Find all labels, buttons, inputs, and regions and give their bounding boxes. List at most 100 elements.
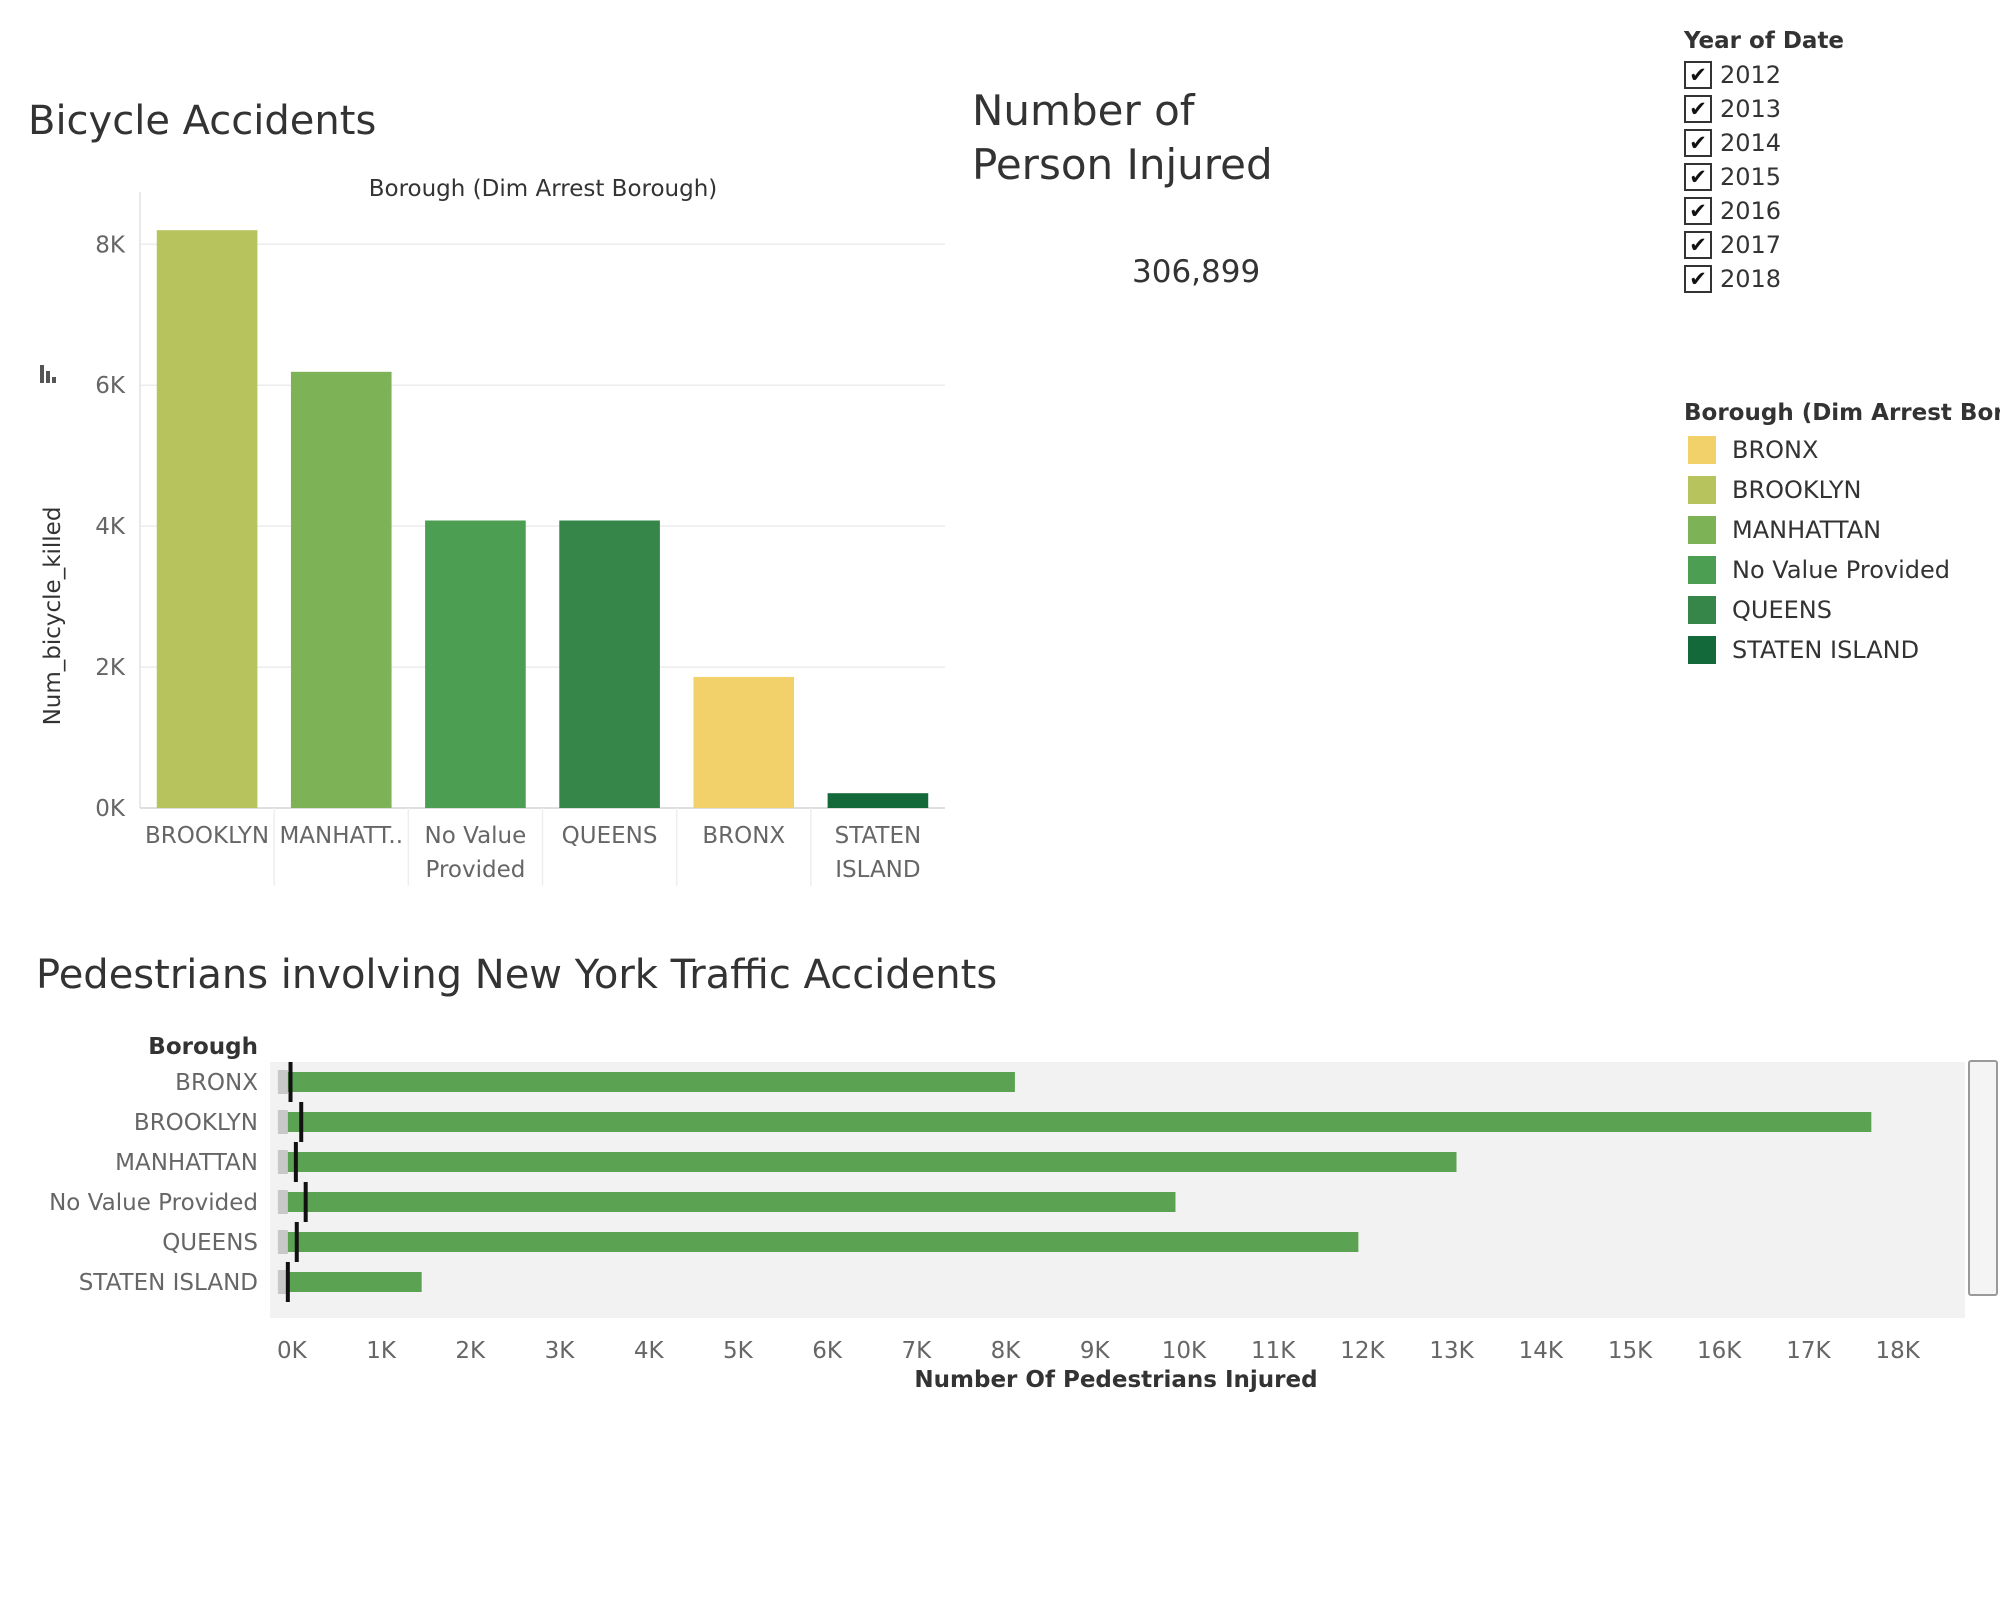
checkbox[interactable]: ✔ [1684,95,1712,123]
year-filter-label: 2012 [1720,61,1782,89]
table-row[interactable]: BRONX [175,1062,1015,1102]
bar[interactable] [425,520,526,808]
x-category-label: QUEENS [562,823,658,849]
bar[interactable] [287,1152,1457,1172]
bar[interactable] [287,1232,1359,1252]
bar[interactable] [287,1072,1015,1092]
reference-line [299,1102,304,1142]
legend-item[interactable]: No Value Provided [1688,550,2000,590]
x-category-label: STATEN [835,823,922,849]
bar[interactable] [287,1272,422,1292]
pedestrian-bar-chart: Borough BRONX BROOKLYN MANHATTAN No Value P… [49,1034,1965,1393]
legend-swatch [1688,556,1716,584]
legend-item[interactable]: BRONX [1688,430,2000,470]
x-category-label: BRONX [702,823,785,849]
year-filter-item[interactable]: ✔ 2015 [1684,160,1844,194]
checkbox[interactable]: ✔ [1684,231,1712,259]
checkbox[interactable]: ✔ [1684,129,1712,157]
pedestrian-scrollbar[interactable] [1968,1060,1998,1296]
x-tick-label: 9K [1080,1338,1111,1364]
legend-item[interactable]: MANHATTAN [1688,510,2000,550]
year-filter-item[interactable]: ✔ 2013 [1684,92,1844,126]
check-icon: ✔ [1689,96,1707,121]
bar[interactable] [287,1112,1872,1132]
year-filter-item[interactable]: ✔ 2016 [1684,194,1844,228]
kpi-card: Number of Person Injured [972,84,1273,192]
x-tick-label: 14K [1519,1338,1564,1364]
pedestrian-plot-background [270,1062,1965,1318]
year-filter-label: 2013 [1720,95,1782,123]
year-filter-label: 2017 [1720,231,1782,259]
year-filter-label: 2014 [1720,129,1782,157]
bar[interactable] [290,371,392,808]
x-tick-label: 6K [812,1338,843,1364]
x-tick-label: 11K [1251,1338,1296,1364]
x-tick-label: 10K [1162,1338,1207,1364]
checkbox[interactable]: ✔ [1684,163,1712,191]
x-category-label: No Value [425,823,527,849]
checkbox[interactable]: ✔ [1684,61,1712,89]
legend-item[interactable]: QUEENS [1688,590,2000,630]
bar[interactable] [156,230,258,808]
bicycle-column-header: Borough (Dim Arrest Borough) [369,176,718,202]
year-filter-item[interactable]: ✔ 2018 [1684,262,1844,296]
bar[interactable] [693,676,795,808]
y-tick-label: 6K [95,373,126,399]
check-icon: ✔ [1689,62,1707,87]
bicycle-chart-title: Bicycle Accidents [28,98,377,144]
bicycle-y-axis-label: Num_bicycle_killed [40,507,66,726]
year-filter: Year of Date ✔ 2012 ✔ 2013 ✔ 2014 ✔ 2015 ✔ 2016 ✔ 2… [1684,28,1844,296]
checkbox[interactable]: ✔ [1684,197,1712,225]
legend-label: STATEN ISLAND [1732,636,1920,664]
x-tick-label: 12K [1340,1338,1385,1364]
x-tick-label: 2K [455,1338,486,1364]
legend-item[interactable]: BROOKLYN [1688,470,2000,510]
x-tick-label: 16K [1697,1338,1742,1364]
legend-title: Borough (Dim Arrest Bor.. [1684,400,2000,426]
bar[interactable] [827,793,929,808]
kpi-title-line1: Number of [972,86,1195,135]
kpi-title-line2: Person Injured [972,140,1273,189]
reference-band [277,1150,288,1174]
year-filter-item[interactable]: ✔ 2017 [1684,228,1844,262]
legend-label: MANHATTAN [1732,516,1882,544]
x-tick-label: 1K [366,1338,397,1364]
year-filter-list: ✔ 2012 ✔ 2013 ✔ 2014 ✔ 2015 ✔ 2016 ✔ 2017 ✔ 2018 [1684,58,1844,296]
bar[interactable] [287,1192,1176,1212]
check-icon: ✔ [1689,198,1707,223]
x-tick-label: 18K [1875,1338,1920,1364]
table-row[interactable]: BROOKLYN [134,1102,1872,1142]
pedestrian-x-axis-label: Number Of Pedestrians Injured [914,1367,1317,1393]
table-row[interactable]: STATEN ISLAND [79,1262,422,1302]
row-label: MANHATTAN [115,1150,258,1176]
bar[interactable] [559,520,660,808]
row-label: BRONX [175,1070,258,1096]
reference-band [277,1110,288,1134]
y-tick-label: 0K [95,796,126,822]
year-filter-item[interactable]: ✔ 2012 [1684,58,1844,92]
x-tick-label: 0K [277,1338,308,1364]
y-tick-label: 4K [95,514,126,540]
table-row[interactable]: MANHATTAN [115,1142,1457,1182]
x-category-label: ISLAND [835,857,920,883]
legend-label: BROOKLYN [1732,476,1862,504]
legend-label: No Value Provided [1732,556,1950,584]
x-category-label: MANHATT.. [279,823,403,849]
check-icon: ✔ [1689,232,1707,257]
legend-label: BRONX [1732,436,1819,464]
legend-item[interactable]: STATEN ISLAND [1688,630,2000,670]
x-tick-label: 17K [1786,1338,1831,1364]
pedestrian-chart-title: Pedestrians involving New York Traffic A… [36,952,998,998]
reference-band [277,1270,288,1294]
reference-line [294,1222,299,1262]
pedestrian-row-header: Borough [148,1034,258,1060]
year-filter-title: Year of Date [1684,28,1845,54]
reference-line [285,1262,290,1302]
sort-descending-icon[interactable] [40,365,56,383]
table-row[interactable]: QUEENS [162,1222,1359,1262]
year-filter-item[interactable]: ✔ 2014 [1684,126,1844,160]
table-row[interactable]: No Value Provided [49,1182,1176,1222]
year-filter-label: 2016 [1720,197,1782,225]
checkbox[interactable]: ✔ [1684,265,1712,293]
legend-swatch [1688,436,1716,464]
